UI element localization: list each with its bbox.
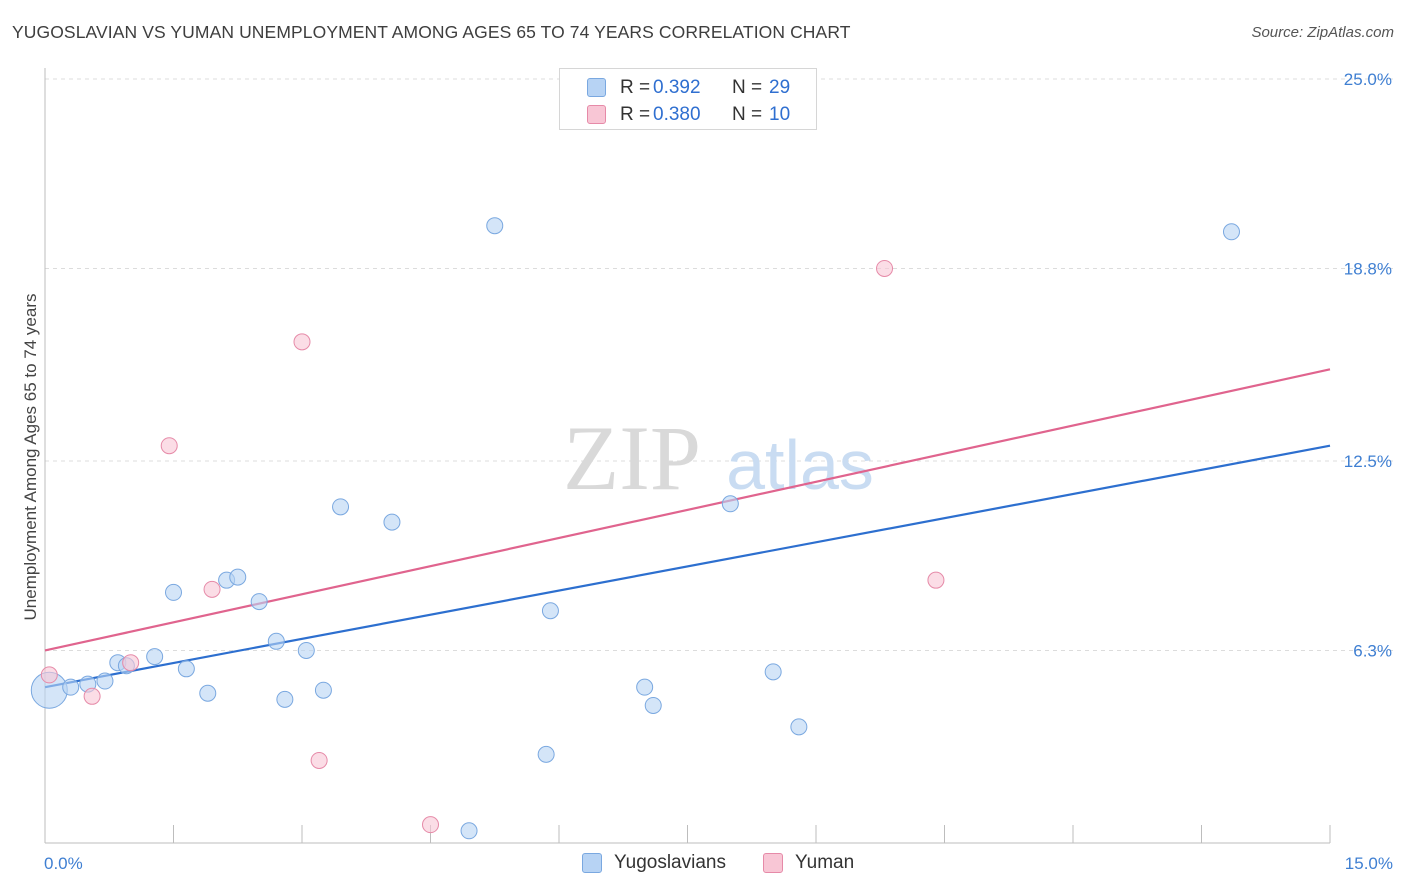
yugoslavians-point [165, 583, 182, 601]
legend-swatch-blue [582, 853, 602, 873]
yugoslavians-point [644, 696, 662, 714]
yugoslavians-point [460, 822, 478, 840]
yugoslavians-point [332, 498, 350, 516]
yugoslavians-point [790, 718, 808, 736]
yuman-point [310, 751, 328, 769]
yugoslavians-point [146, 648, 164, 666]
x-tick-label: 0.0% [44, 854, 83, 873]
n-label: N = [732, 77, 763, 98]
n-value: 10 [769, 104, 791, 125]
yugoslavians-point [276, 690, 294, 708]
y-tick-label: 12.5% [1344, 452, 1392, 471]
yuman-point [83, 687, 101, 705]
tick-labels: 6.3% 12.5% 18.8% 25.0% 0.0% 15.0% [44, 70, 1393, 873]
legend-swatch-blue [587, 78, 606, 97]
r-value: 0.380 [653, 104, 701, 125]
yugoslavians-point [250, 593, 268, 611]
yugoslavians-point [721, 495, 739, 513]
legend-swatch-pink [763, 853, 783, 873]
source-label: Source: ZipAtlas.com [1251, 24, 1394, 41]
yugoslavians-point [267, 632, 285, 650]
y-tick-label: 18.8% [1344, 259, 1392, 278]
yuman-point [160, 437, 178, 455]
yugoslavians-point [537, 745, 555, 763]
yugoslavians-point [297, 641, 315, 659]
yugoslavians-point [62, 678, 80, 696]
x-tick-label: 15.0% [1345, 854, 1393, 873]
yuman-point [293, 333, 311, 351]
yugoslavians-point [1222, 223, 1240, 241]
yugoslavians-point [314, 681, 332, 699]
yugoslavians-point [541, 602, 559, 620]
n-label: N = [732, 104, 763, 125]
correlation-legend: R = 0.392 N = 29 R = 0.380 N = 10 [559, 68, 817, 130]
watermark: ZIP atlas [563, 407, 874, 509]
yugoslavians-point [764, 663, 782, 681]
r-label: R = [620, 77, 651, 98]
legend-label: Yugoslavians [614, 852, 726, 873]
yugoslavians-point [199, 684, 217, 702]
yuman-point [876, 259, 894, 277]
r-label: R = [620, 104, 651, 125]
y-tick-label: 25.0% [1344, 70, 1392, 89]
y-axis-label: Unemployment Among Ages 65 to 74 years [21, 294, 40, 621]
yugoslavians-trend-line [44, 444, 1331, 689]
y-tick-label: 6.3% [1353, 641, 1392, 660]
yuman-point [122, 654, 140, 672]
yugoslavians-point [486, 217, 504, 235]
yugoslavians-point [177, 660, 195, 678]
n-value: 29 [769, 77, 791, 98]
scatter-points [30, 217, 1240, 840]
watermark-atlas: atlas [726, 426, 874, 504]
chart-title: YUGOSLAVIAN VS YUMAN UNEMPLOYMENT AMONG … [12, 22, 851, 42]
yuman-point [203, 580, 221, 598]
yuman-point [927, 571, 945, 589]
r-value: 0.392 [653, 77, 701, 98]
yugoslavians-point [229, 568, 247, 586]
legend-label: Yuman [795, 852, 855, 873]
watermark-zip: ZIP [563, 407, 701, 509]
legend-swatch-pink [587, 105, 606, 124]
yugoslavians-point [96, 672, 114, 690]
yuman-point [422, 816, 439, 834]
gridlines [45, 78, 1393, 651]
yuman-point [40, 666, 58, 684]
yugoslavians-point [383, 513, 401, 531]
series-legend: Yugoslavians Yuman [0, 851, 1406, 877]
yugoslavians-point [636, 678, 654, 696]
